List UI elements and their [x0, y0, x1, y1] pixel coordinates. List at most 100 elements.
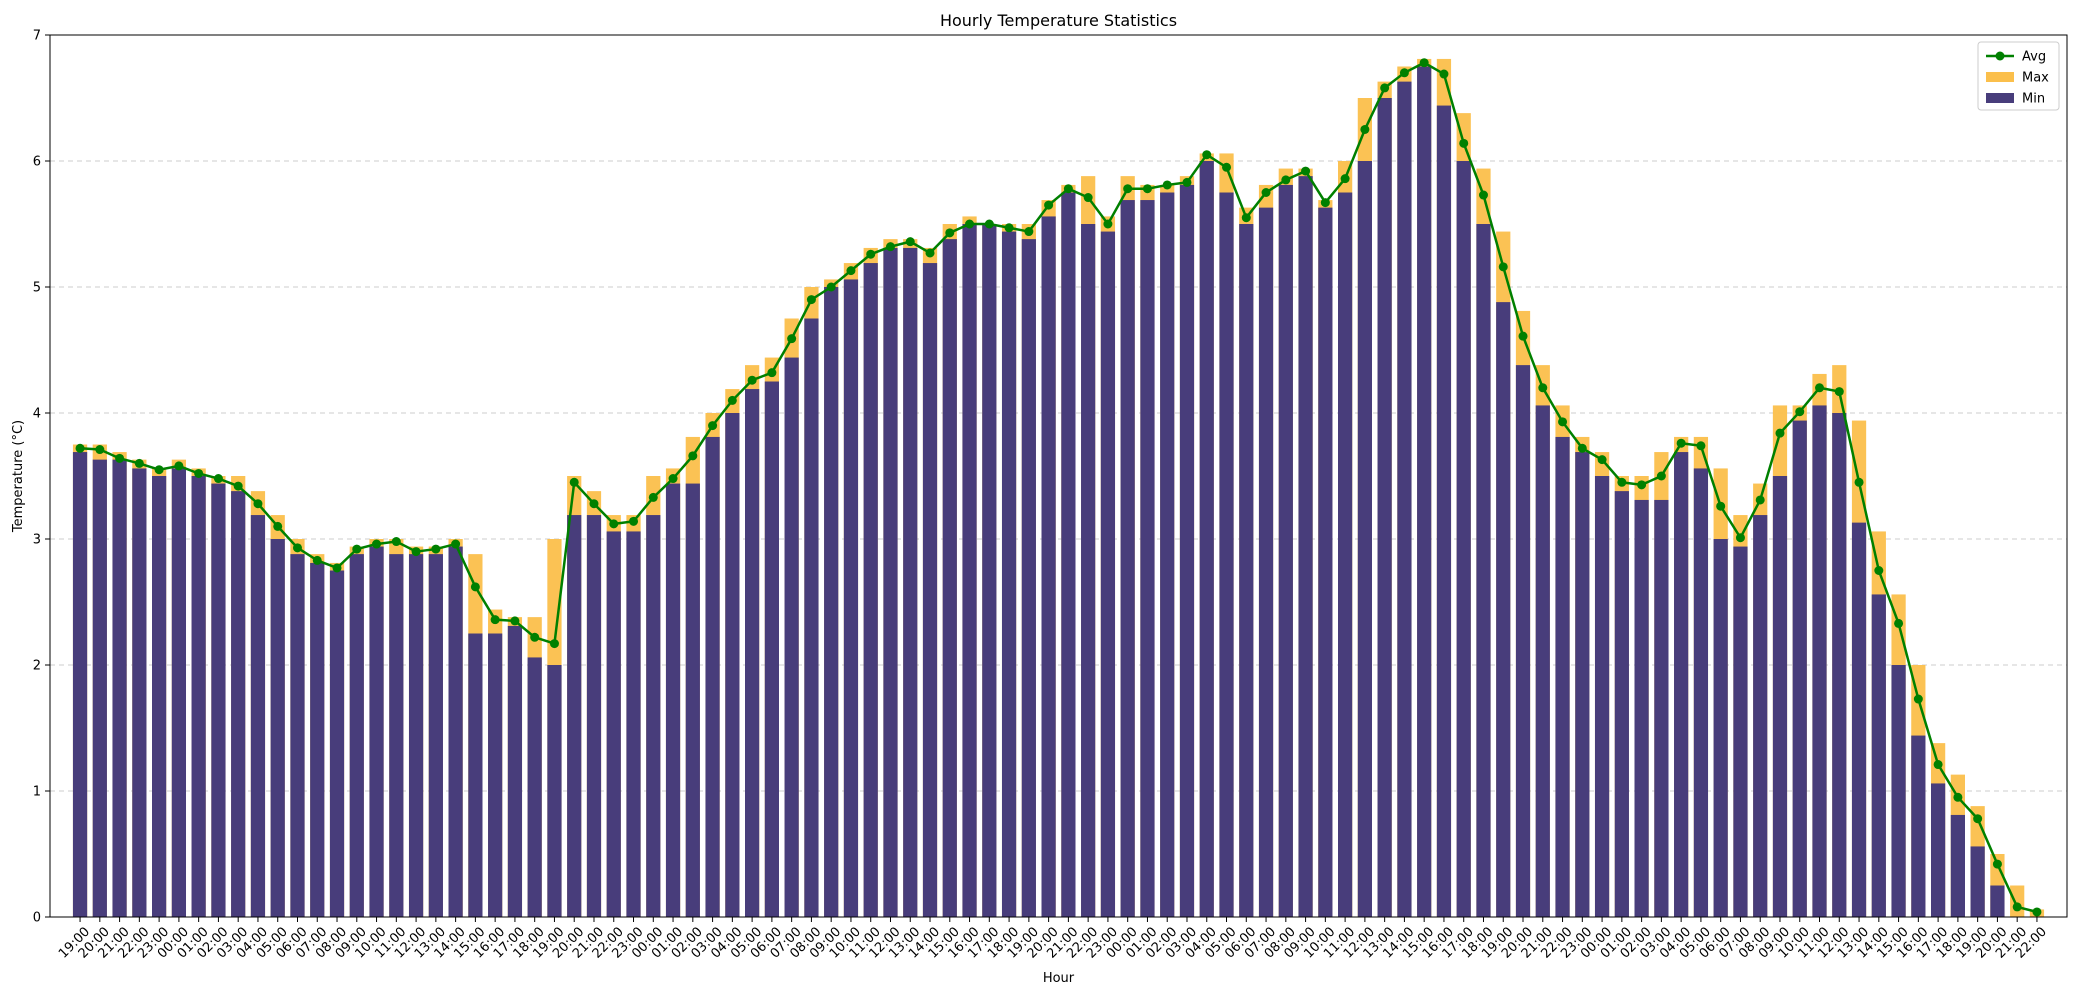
bar-min [1436, 105, 1452, 917]
avg-point [1083, 193, 1093, 203]
bar-min [1911, 735, 1926, 917]
avg-point [965, 219, 975, 229]
avg-point [767, 368, 777, 378]
bar-min [1219, 192, 1234, 917]
bar-min [1061, 192, 1076, 917]
bar-min [1733, 546, 1748, 917]
avg-point [747, 375, 757, 385]
bar-min [1515, 365, 1531, 917]
avg-point [984, 219, 994, 229]
bar-min [211, 483, 226, 917]
avg-point [1439, 69, 1449, 79]
avg-point [846, 266, 856, 276]
y-tick-label: 5 [33, 281, 41, 296]
avg-point [1320, 198, 1330, 208]
avg-point [549, 639, 559, 649]
bar-min [843, 279, 859, 917]
bar-min [1476, 224, 1491, 917]
bar-min [1397, 81, 1412, 918]
avg-point [1202, 150, 1212, 160]
avg-point [1656, 471, 1666, 481]
bar-min [1970, 846, 1985, 917]
avg-point [332, 563, 342, 573]
bar-min [1140, 200, 1155, 917]
bar-min [1535, 405, 1550, 917]
bar-min [1575, 452, 1590, 917]
bar-min [310, 562, 325, 917]
y-tick-label: 2 [33, 659, 41, 674]
avg-point [1399, 68, 1409, 78]
bar-min [428, 554, 443, 917]
bar-min [665, 483, 681, 917]
bar-min [1041, 216, 1056, 917]
bar-min [290, 554, 305, 917]
y-tick-label: 0 [33, 911, 41, 926]
bar-min [824, 287, 839, 917]
bar-min [1456, 161, 1471, 917]
avg-point [905, 237, 915, 247]
bar-min [1990, 885, 2005, 917]
bar-min [547, 665, 562, 917]
avg-point [510, 616, 520, 626]
bar-min [1674, 452, 1689, 917]
avg-point [1004, 223, 1014, 233]
bar-min [171, 468, 187, 917]
avg-point [1044, 200, 1054, 210]
avg-point [530, 632, 540, 642]
avg-point [727, 395, 737, 405]
bar-min [488, 633, 503, 917]
bar-min [191, 476, 206, 917]
bar-min [72, 452, 88, 917]
avg-point [629, 516, 639, 526]
avg-point [2012, 902, 2022, 912]
bar-max [2010, 885, 2025, 917]
avg-point [1459, 138, 1469, 148]
bar-min [1120, 200, 1135, 917]
bar-min [1199, 161, 1214, 917]
bar-min [1021, 239, 1036, 917]
bar-min [389, 554, 404, 917]
avg-point [589, 499, 599, 509]
bar-min [1239, 224, 1254, 917]
avg-point [253, 499, 263, 509]
bar-min [349, 554, 364, 917]
bar-min [962, 224, 977, 917]
avg-point [451, 539, 461, 549]
legend-avg-label: Avg [2022, 50, 2046, 65]
bar-min [745, 389, 760, 917]
avg-point [233, 481, 243, 491]
bar-min [922, 263, 938, 917]
avg-point [648, 492, 658, 502]
bar-min [527, 657, 542, 917]
bar-min [804, 318, 819, 917]
bar-min [1891, 665, 1906, 917]
bar-min [132, 468, 147, 917]
avg-point [569, 477, 579, 487]
avg-point [1123, 184, 1133, 194]
avg-point [352, 544, 362, 554]
avg-point [1676, 438, 1686, 448]
avg-point [885, 242, 895, 252]
avg-point [1992, 859, 2002, 869]
bar-min [1555, 436, 1570, 917]
avg-point [1755, 495, 1765, 505]
avg-series-line [79, 61, 2038, 914]
avg-point [213, 474, 223, 484]
avg-point [1024, 227, 1034, 237]
chart-title: Hourly Temperature Statistics [940, 11, 1177, 30]
bar-min [448, 546, 463, 917]
avg-point [1063, 184, 1073, 194]
avg-point [372, 539, 382, 549]
avg-point [95, 445, 105, 455]
plot-frame [49, 34, 2068, 918]
avg-point [1301, 166, 1311, 176]
bar-min [112, 459, 127, 917]
avg-point [708, 421, 718, 431]
avg-point [1933, 760, 1943, 770]
bar-min [1377, 98, 1392, 917]
avg-point [1577, 443, 1587, 453]
avg-point [1815, 383, 1825, 393]
avg-point [411, 547, 421, 557]
avg-point [1617, 477, 1627, 487]
